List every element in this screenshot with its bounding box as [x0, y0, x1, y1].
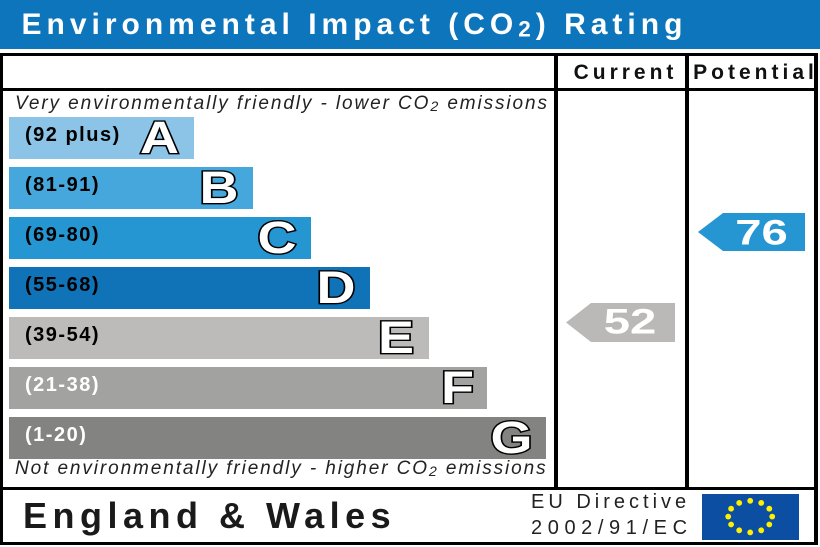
svg-text:G: G: [491, 412, 533, 463]
svg-text:E: E: [378, 312, 414, 363]
svg-text:B: B: [200, 162, 239, 213]
svg-text:A: A: [140, 112, 179, 163]
svg-text:C: C: [258, 212, 297, 263]
svg-text:D: D: [317, 262, 356, 313]
svg-text:F: F: [441, 362, 474, 413]
svg-text:52: 52: [604, 302, 657, 342]
svg-text:76: 76: [735, 213, 788, 253]
